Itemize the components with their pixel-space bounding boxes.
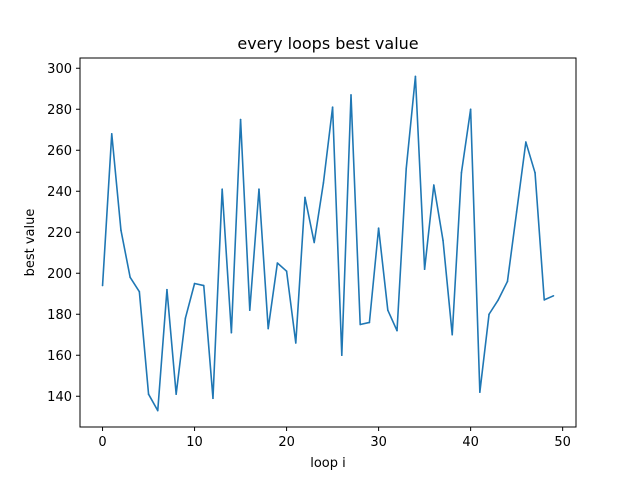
data-point <box>534 172 536 174</box>
series-line <box>101 75 554 412</box>
x-tick-label: 50 <box>554 435 571 450</box>
y-tick-label: 140 <box>47 390 72 405</box>
data-point <box>515 210 518 213</box>
plot-frame <box>79 57 577 428</box>
data-point <box>341 354 343 357</box>
data-point <box>276 262 279 264</box>
y-axis-ticks: 140 160 180 200 220 240 260 280 300 <box>47 62 80 405</box>
data-point <box>230 331 233 334</box>
x-tick-label: 0 <box>98 435 106 450</box>
plot-area <box>80 58 576 427</box>
data-point <box>304 196 306 199</box>
data-point <box>156 409 159 412</box>
data-point <box>147 393 150 396</box>
data-point <box>350 94 352 96</box>
data-point <box>294 342 297 344</box>
x-tick-label: 30 <box>370 435 387 450</box>
y-tick-label: 240 <box>47 185 72 200</box>
data-point <box>414 75 417 78</box>
data-point <box>138 290 141 293</box>
data-point <box>110 133 113 135</box>
data-point <box>359 323 362 326</box>
data-point <box>101 284 104 287</box>
data-point <box>120 229 122 231</box>
data-point <box>423 268 426 270</box>
data-point <box>451 333 454 336</box>
y-tick-label: 160 <box>47 349 72 364</box>
data-point <box>258 188 260 190</box>
data-point <box>212 397 214 400</box>
data-point <box>285 270 288 273</box>
data-point <box>166 288 168 291</box>
data-point <box>479 391 481 393</box>
y-tick-label: 200 <box>47 267 72 282</box>
data-point <box>368 321 371 324</box>
data-point <box>442 239 444 242</box>
y-tick-label: 300 <box>47 62 72 77</box>
data-point <box>313 241 315 244</box>
series-layer <box>101 75 555 412</box>
data-point <box>387 309 389 311</box>
y-axis-label: best value <box>23 209 38 277</box>
y-tick-label: 260 <box>47 144 72 159</box>
data-point <box>433 184 435 186</box>
data-point <box>239 118 242 121</box>
data-point <box>488 313 490 316</box>
data-point <box>129 276 131 279</box>
data-point <box>175 393 177 396</box>
data-point <box>497 299 500 301</box>
data-point <box>202 284 205 287</box>
data-point <box>460 172 463 174</box>
data-point <box>184 317 187 320</box>
data-point <box>396 329 398 332</box>
chart-title: every loops best value <box>237 34 418 53</box>
data-point <box>248 309 251 311</box>
data-point <box>193 282 196 285</box>
data-point <box>405 167 408 170</box>
data-point <box>543 299 546 301</box>
y-tick-label: 220 <box>47 226 72 241</box>
y-tick-label: 280 <box>47 103 72 118</box>
y-tick-label: 180 <box>47 308 72 323</box>
x-axis-ticks: 0 10 20 30 40 50 <box>98 427 571 450</box>
data-point <box>506 280 509 283</box>
x-tick-label: 10 <box>186 435 203 450</box>
data-point <box>469 108 472 111</box>
data-point <box>552 295 555 297</box>
data-point <box>377 227 380 229</box>
data-point <box>322 182 325 184</box>
x-tick-label: 20 <box>278 435 295 450</box>
data-point <box>267 327 269 330</box>
x-axis-label: loop i <box>310 456 346 471</box>
data-point <box>221 188 223 190</box>
x-tick-label: 40 <box>462 435 479 450</box>
data-point <box>331 106 334 108</box>
data-point <box>525 141 527 143</box>
